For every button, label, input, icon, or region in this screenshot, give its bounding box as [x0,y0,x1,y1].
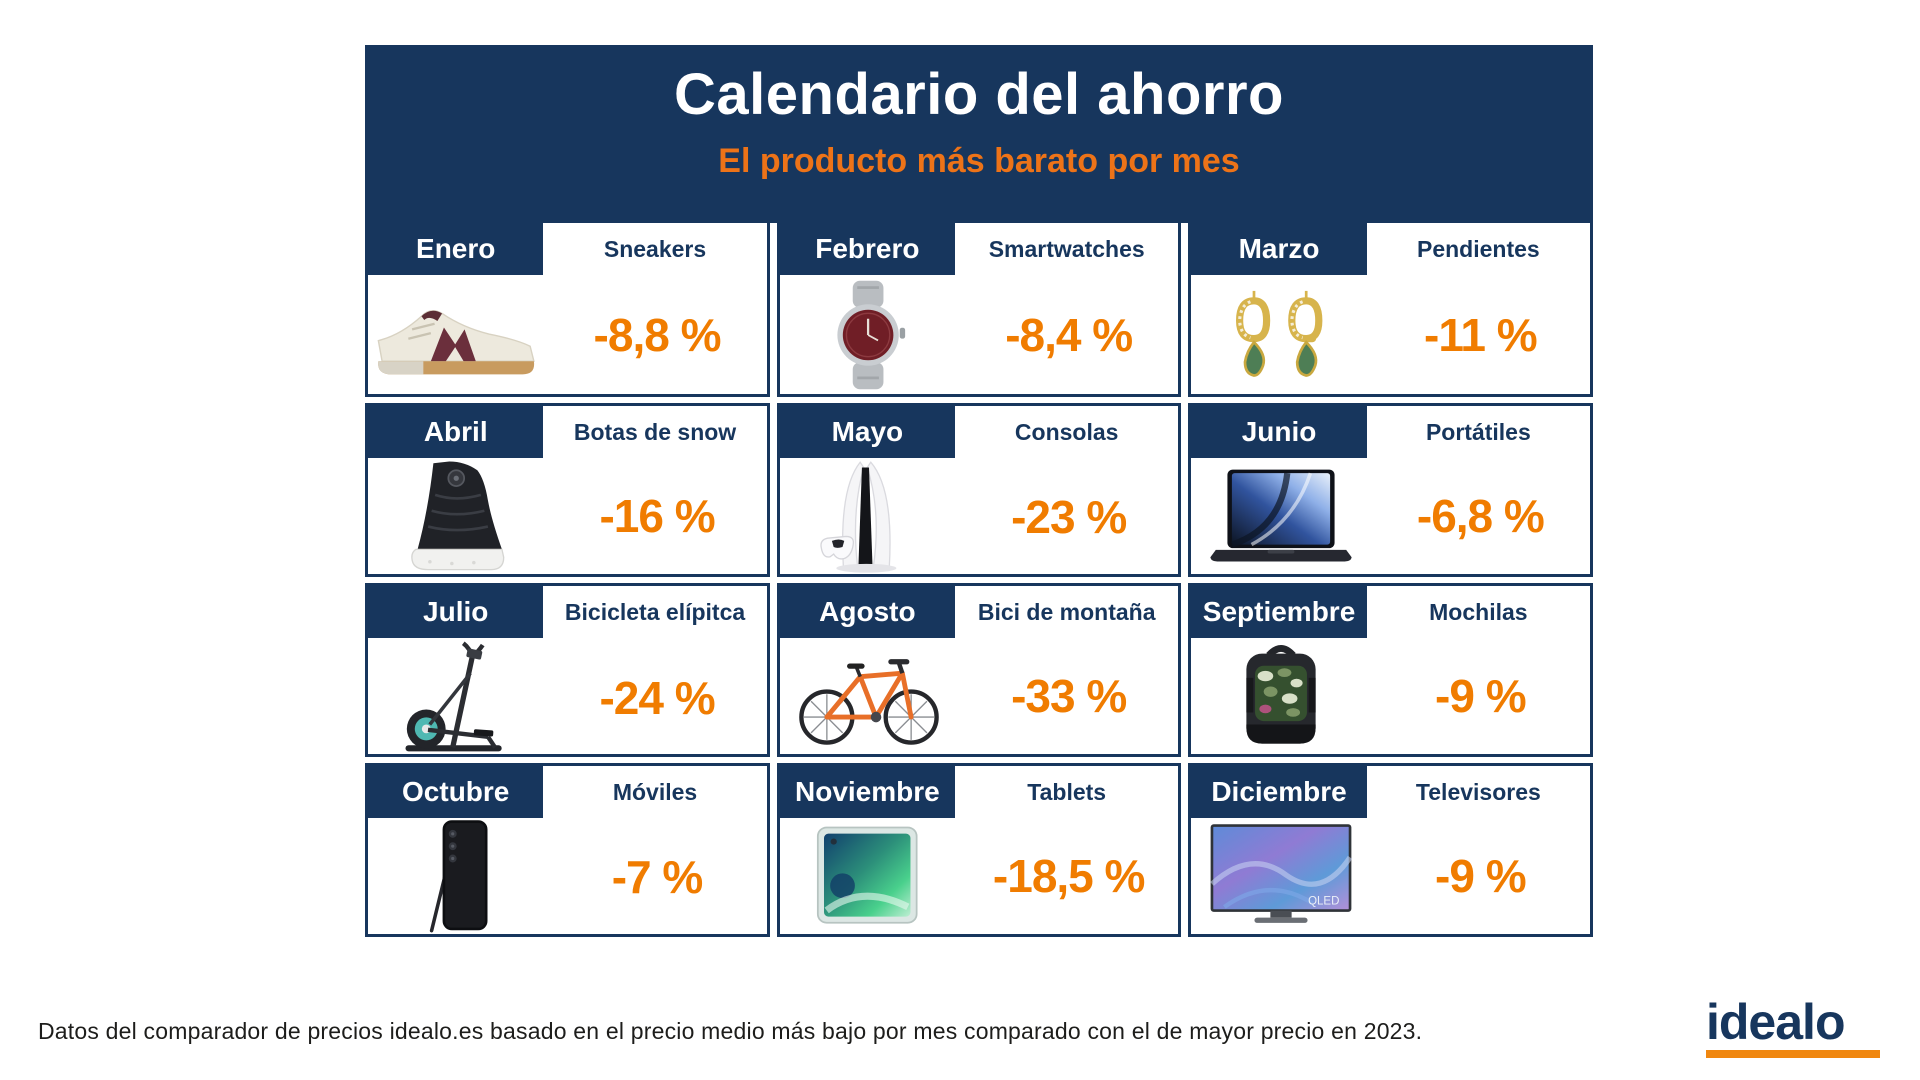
discount-value: -23 % [1011,491,1127,543]
product-label: Bici de montaña [955,586,1179,638]
product-label: Portátiles [1366,406,1590,458]
cell-body: -6,8 % [1191,458,1590,574]
month-label: Junio [1191,406,1367,458]
month-cell-enero: Enero Sneakers -8,8 % [365,223,770,397]
idealo-logo-underline [1706,1050,1880,1058]
cell-header: Diciembre Televisores [1191,766,1590,818]
month-cell-agosto: Agosto Bici de montaña -33 % [776,583,1182,757]
panel-header: Calendario del ahorro El producto más ba… [365,45,1593,223]
product-label: Mochilas [1366,586,1590,638]
cell-body: -16 % [368,458,767,574]
month-cell-noviembre: Noviembre Tablets -18,5 % [776,763,1182,937]
month-label: Julio [368,586,544,638]
cell-header: Agosto Bici de montaña [779,586,1179,638]
month-cell-julio: Julio Bicicleta elípitca -24 % [365,583,770,757]
month-cell-mayo: Mayo Consolas -23 % [776,403,1182,577]
tv-image: QLED [1191,818,1370,934]
month-cell-junio: Junio Portátiles -6,8 % [1188,403,1593,577]
month-label: Mayo [779,406,956,458]
cell-header: Noviembre Tablets [779,766,1179,818]
product-label: Bicicleta elípitca [543,586,767,638]
product-label: Consolas [955,406,1179,458]
discount-value: -24 % [599,672,715,724]
month-cell-febrero: Febrero Smartwatches -8,4 % [776,223,1182,397]
discount-value: -6,8 % [1416,490,1545,542]
product-label: Móviles [543,766,767,818]
backpack-image [1191,638,1370,754]
month-label: Marzo [1191,223,1367,275]
cell-body: QLED -9 % [1191,818,1590,934]
month-label: Octubre [368,766,544,818]
month-cell-marzo: Marzo Pendientes -11 % [1188,223,1593,397]
product-label: Televisores [1366,766,1590,818]
months-grid: Enero Sneakers -8,8 % Febrero Smartwatches -8… [365,223,1593,937]
cell-body: -23 % [780,458,1179,576]
laptop-image [1191,458,1370,574]
idealo-logo-text: idealo [1706,994,1845,1050]
cell-header: Julio Bicicleta elípitca [368,586,767,638]
source-note: Datos del comparador de precios idealo.e… [38,1018,1423,1044]
discount-value: -18,5 % [992,850,1146,902]
cell-body: -11 % [1191,275,1590,394]
discount-value: -33 % [1011,670,1127,722]
discount-value: -8,8 % [593,308,722,361]
earrings-image [1191,275,1370,394]
product-label: Pendientes [1366,223,1590,275]
cell-body: -33 % [780,638,1179,754]
qled-label: QLED [1308,895,1339,907]
cell-body: -24 % [368,638,767,758]
month-label: Febrero [779,223,956,275]
product-label: Smartwatches [955,223,1179,275]
month-label: Agosto [779,586,956,638]
cell-header: Marzo Pendientes [1191,223,1590,275]
month-label: Septiembre [1191,586,1367,638]
idealo-logo: idealo [1706,994,1882,1058]
discount-value: -7 % [611,851,704,903]
product-label: Botas de snow [543,406,767,458]
page-title: Calendario del ahorro [674,62,1284,127]
month-label: Diciembre [1191,766,1367,818]
cell-header: Septiembre Mochilas [1191,586,1590,638]
cell-header: Octubre Móviles [368,766,767,818]
game-console-image [780,458,959,576]
cell-body: -8,8 % [368,275,767,394]
month-cell-diciembre: Diciembre Televisores QLED -9 % [1188,763,1593,937]
sneaker-image [368,275,547,394]
discount-value: -9 % [1435,670,1527,722]
mountain-bike-image [780,638,959,754]
discount-value: -8,4 % [1005,308,1133,361]
cell-body: -7 % [368,818,767,936]
product-label: Tablets [955,766,1179,818]
snow-boot-image [368,458,547,574]
cell-body: -18,5 % [780,818,1179,934]
month-label: Noviembre [779,766,956,818]
month-cell-abril: Abril Botas de snow -16 % [365,403,770,577]
month-cell-octubre: Octubre Móviles -7 % [365,763,770,937]
cell-header: Junio Portátiles [1191,406,1590,458]
month-label: Abril [368,406,544,458]
cell-body: -9 % [1191,638,1590,754]
smartwatch-image [780,275,959,394]
cell-header: Mayo Consolas [779,406,1179,458]
month-cell-septiembre: Septiembre Mochilas -9 % [1188,583,1593,757]
tablet-image [780,818,959,934]
discount-value: -11 % [1424,308,1538,361]
product-label: Sneakers [543,223,767,275]
elliptical-trainer-image [368,638,547,758]
cell-body: -8,4 % [780,275,1179,394]
discount-value: -9 % [1435,850,1527,902]
cell-header: Enero Sneakers [368,223,767,275]
month-label: Enero [368,223,544,275]
discount-value: -16 % [599,490,715,542]
page-subtitle: El producto más barato por mes [718,142,1240,180]
cell-header: Febrero Smartwatches [779,223,1179,275]
smartphone-image [368,818,547,936]
cell-header: Abril Botas de snow [368,406,767,458]
infographic-panel: Calendario del ahorro El producto más ba… [365,45,1593,937]
